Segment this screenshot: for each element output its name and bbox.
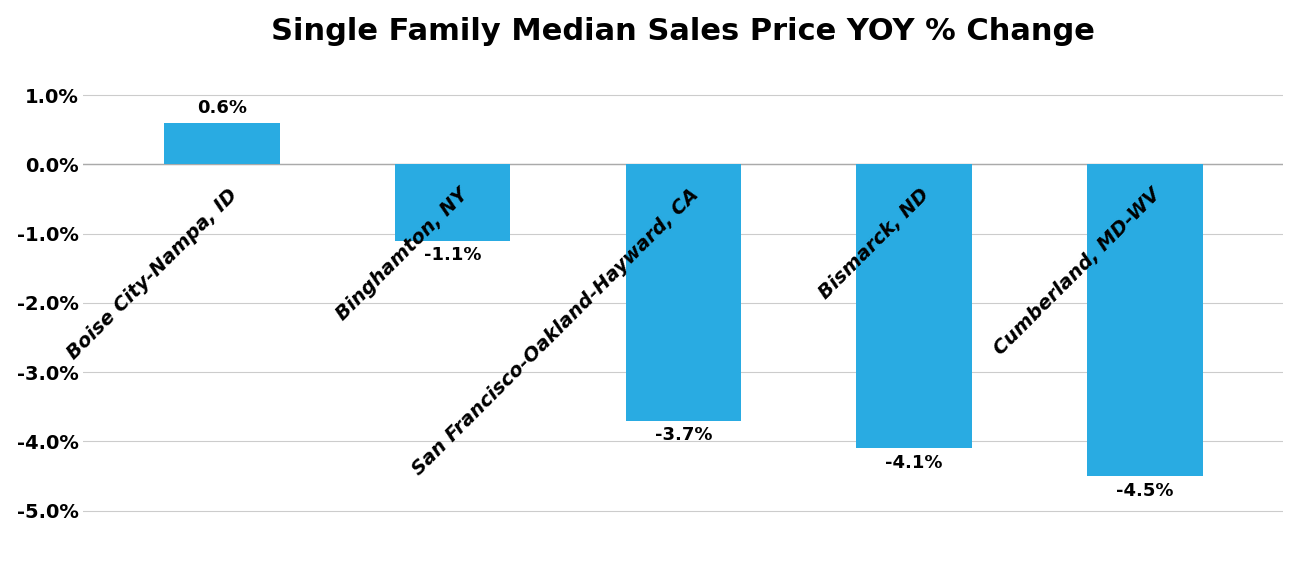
Bar bbox=[395, 165, 511, 241]
Text: -4.1%: -4.1% bbox=[885, 454, 942, 472]
Text: Bismarck, ND: Bismarck, ND bbox=[815, 185, 933, 303]
Text: Binghamton, NY: Binghamton, NY bbox=[333, 185, 472, 324]
Text: San Francisco-Oakland-Hayward, CA: San Francisco-Oakland-Hayward, CA bbox=[408, 185, 702, 479]
Bar bbox=[1087, 165, 1202, 476]
Text: -3.7%: -3.7% bbox=[655, 426, 712, 444]
Bar bbox=[625, 165, 741, 421]
Bar bbox=[857, 165, 972, 448]
Text: -1.1%: -1.1% bbox=[424, 246, 481, 264]
Text: Cumberland, MD-WV: Cumberland, MD-WV bbox=[991, 185, 1164, 359]
Text: 0.6%: 0.6% bbox=[196, 99, 247, 117]
Text: -4.5%: -4.5% bbox=[1117, 482, 1174, 500]
Bar bbox=[164, 123, 280, 165]
Text: Boise City-Nampa, ID: Boise City-Nampa, ID bbox=[64, 185, 240, 363]
Title: Single Family Median Sales Price YOY % Change: Single Family Median Sales Price YOY % C… bbox=[272, 17, 1096, 46]
